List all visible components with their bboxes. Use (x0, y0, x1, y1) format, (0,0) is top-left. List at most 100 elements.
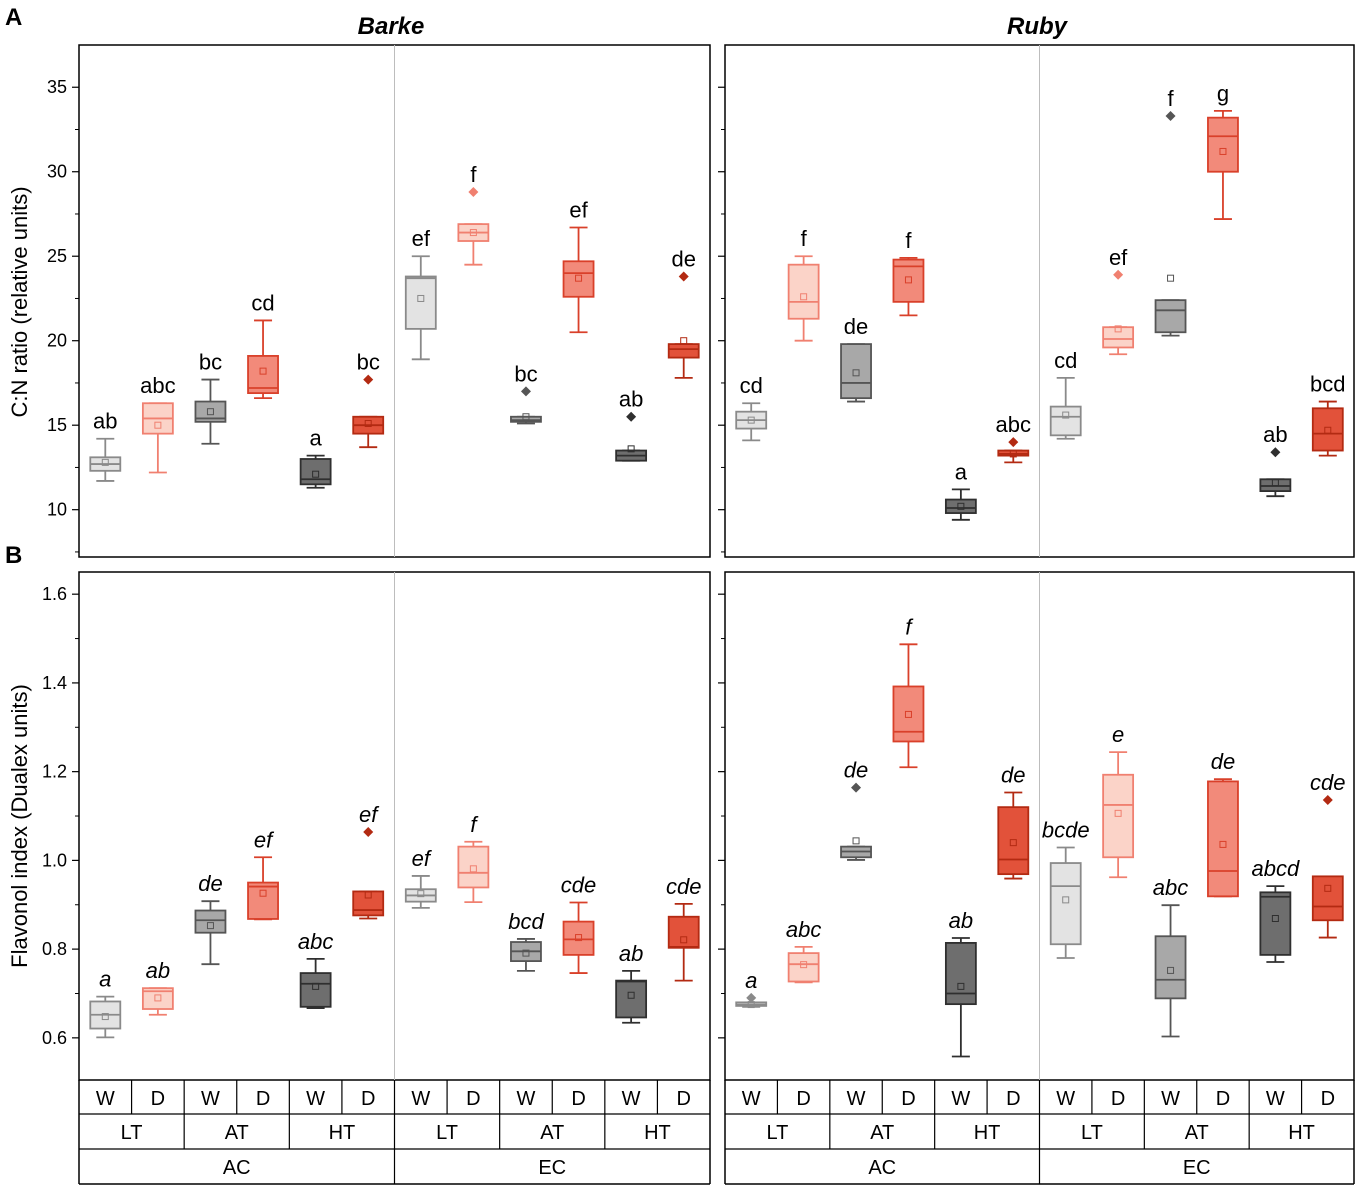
significance-letter: bcde (1042, 818, 1090, 843)
mean-marker (206, 922, 214, 930)
temperature-label: AT (870, 1122, 894, 1144)
box-iqr (892, 685, 925, 743)
mean-marker (101, 1013, 109, 1021)
box-EC-AT-W: bcd (508, 909, 544, 972)
box-EC-LT-D: f (457, 162, 490, 266)
box-iqr (1049, 405, 1082, 437)
significance-letter: cd (740, 373, 763, 398)
outlier-point (468, 187, 479, 198)
box-EC-AT-D: g (1207, 81, 1239, 220)
y-tick-label: 15 (47, 415, 67, 435)
box-EC-LT-W: bcde (1042, 818, 1090, 959)
box-EC-HT-W: ab (615, 387, 648, 462)
box-iqr (404, 275, 437, 330)
box-AC-LT-W: a (735, 968, 768, 1009)
significance-letter: abc (996, 412, 1031, 437)
water-label: W (96, 1088, 115, 1110)
water-label: W (951, 1088, 970, 1110)
significance-letter: ef (1109, 245, 1128, 270)
box-EC-HT-D: cde (666, 874, 701, 982)
mean-marker (1009, 450, 1017, 458)
box-iqr (194, 909, 227, 934)
mean-marker (1009, 839, 1017, 847)
box-AC-AT-D: f (892, 614, 925, 769)
water-label: D (901, 1088, 915, 1110)
box-AC-HT-D: ef (352, 802, 385, 920)
significance-letter: ab (949, 908, 973, 933)
mean-marker (800, 961, 808, 969)
mean-marker (101, 458, 109, 466)
temperature-label: HT (644, 1122, 671, 1144)
water-label: D (256, 1088, 270, 1110)
mean-marker (1271, 479, 1279, 487)
temperature-label: LT (436, 1122, 458, 1144)
water-label: D (1111, 1088, 1125, 1110)
box-EC-LT-W: ef (404, 846, 437, 909)
water-label: D (466, 1088, 480, 1110)
y-axis-label-flavonol: Flavonol index (Dualex units) (7, 684, 32, 968)
significance-letter: f (905, 614, 914, 639)
box-iqr (141, 987, 174, 1010)
outlier-point (1113, 269, 1124, 280)
box-iqr (1049, 862, 1082, 946)
water-label: W (1056, 1088, 1075, 1110)
significance-letter: bcd (1310, 372, 1345, 397)
mean-marker (627, 445, 635, 453)
temperature-label: AT (540, 1122, 564, 1144)
water-label: D (571, 1088, 585, 1110)
temperature-label: HT (329, 1122, 356, 1144)
box-iqr (840, 343, 872, 400)
box-iqr (1102, 326, 1135, 349)
box-iqr (1311, 875, 1344, 922)
temperature-label: LT (766, 1122, 788, 1144)
significance-letter: ab (619, 387, 643, 412)
water-label: D (361, 1088, 375, 1110)
box-iqr (299, 972, 332, 1008)
box-AC-HT-W: ab (944, 908, 977, 1058)
mean-marker (417, 890, 425, 898)
box-iqr (1311, 407, 1344, 452)
box-AC-HT-W: a (299, 426, 332, 489)
outlier-point (520, 386, 531, 397)
mean-marker (1114, 809, 1122, 817)
box-AC-HT-D: de (997, 763, 1030, 880)
mean-marker (575, 934, 583, 942)
significance-letter: bcd (508, 909, 544, 934)
box-iqr (615, 979, 648, 1019)
water-label: W (1161, 1088, 1180, 1110)
significance-letter: abcd (1252, 856, 1300, 881)
chart-title-ruby: Ruby (1007, 13, 1069, 40)
temperature-label: HT (974, 1122, 1001, 1144)
chart-flav-barke: 0.60.81.01.21.41.6a abdeefabcefeffbcdcdea… (42, 571, 711, 1185)
temperature-label: AT (225, 1122, 249, 1144)
significance-letter: ef (359, 802, 380, 827)
box-AC-AT-W: de (840, 314, 872, 403)
box-iqr (1154, 299, 1187, 334)
significance-letter: f (470, 162, 477, 187)
significance-letter: e (1112, 722, 1124, 747)
box-iqr (1259, 891, 1292, 956)
y-tick-label: 10 (47, 500, 67, 520)
significance-letter: cde (561, 873, 596, 898)
panel-label-b: B (5, 542, 22, 569)
significance-letter: abc (1153, 875, 1188, 900)
mean-marker (364, 891, 372, 899)
y-tick-label: 30 (47, 162, 67, 182)
co2-label: AC (868, 1157, 896, 1179)
water-label: W (847, 1088, 866, 1110)
significance-letter: f (1167, 86, 1174, 111)
mean-marker (904, 276, 912, 284)
y-tick-label: 0.8 (42, 939, 67, 959)
significance-letter: bc (357, 350, 380, 375)
water-label: D (1006, 1088, 1020, 1110)
mean-marker (1271, 915, 1279, 923)
water-label: D (151, 1088, 165, 1110)
water-label: D (1321, 1088, 1335, 1110)
significance-letter: a (745, 968, 757, 993)
mean-marker (206, 408, 214, 416)
box-EC-HT-W: ab (1259, 422, 1292, 498)
box-iqr (997, 806, 1030, 876)
significance-letter: ef (569, 197, 588, 222)
